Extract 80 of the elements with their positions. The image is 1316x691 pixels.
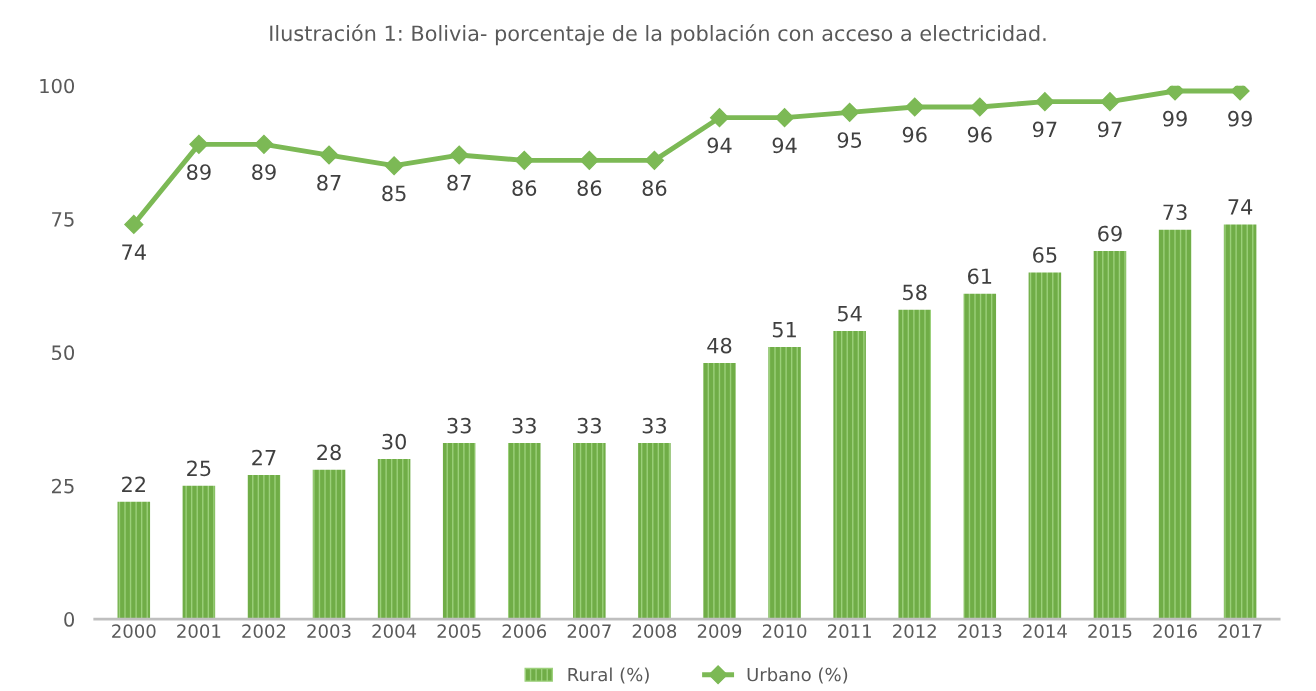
bar xyxy=(768,347,801,620)
x-tick-label: 2006 xyxy=(502,624,547,638)
bar xyxy=(1028,272,1062,620)
data-label: 25 xyxy=(187,460,211,477)
x-tick-label: 2008 xyxy=(632,624,677,638)
legend-label: Urbano (%) xyxy=(747,667,848,684)
x-tick-label: 2007 xyxy=(567,624,611,638)
y-tick-label: 75 xyxy=(52,212,74,227)
data-label: 99 xyxy=(1163,110,1187,127)
data-label: 95 xyxy=(837,132,862,148)
data-label: 28 xyxy=(317,444,341,461)
chart-title: Ilustración 1: Bolivia- porcentaje de la población con acceso a electricidad. xyxy=(270,24,1046,46)
x-tick-label: 2015 xyxy=(1088,624,1132,638)
bar xyxy=(1223,224,1257,620)
x-tick-label: 2003 xyxy=(307,624,351,638)
bar xyxy=(638,443,671,620)
legend-label: Rural (%) xyxy=(568,667,649,684)
bar xyxy=(703,363,736,620)
x-tick-label: 2002 xyxy=(242,624,286,638)
x-tick-label: 2000 xyxy=(112,624,156,638)
data-label: 89 xyxy=(187,164,211,180)
bar xyxy=(573,443,606,620)
x-tick-label: 2013 xyxy=(958,624,1002,638)
data-label: 86 xyxy=(512,180,537,196)
data-label: 96 xyxy=(967,126,992,143)
bar xyxy=(312,469,346,620)
data-label: 94 xyxy=(772,137,797,154)
bar xyxy=(442,443,476,620)
data-label: 74 xyxy=(1228,199,1253,215)
data-label: 85 xyxy=(382,185,406,202)
bar xyxy=(247,475,281,620)
data-label: 94 xyxy=(707,137,732,154)
data-label: 97 xyxy=(1098,121,1122,138)
data-label: 73 xyxy=(1163,204,1187,221)
data-label: 27 xyxy=(252,449,276,466)
data-label: 65 xyxy=(1033,247,1057,263)
bar xyxy=(1158,229,1192,620)
bar xyxy=(117,501,151,620)
x-tick-label: 2005 xyxy=(437,624,481,638)
data-label: 33 xyxy=(642,417,666,434)
data-label: 51 xyxy=(772,322,796,338)
bar xyxy=(833,331,866,620)
x-tick-label: 2004 xyxy=(372,624,417,638)
data-label: 48 xyxy=(707,337,732,354)
data-label: 58 xyxy=(903,284,927,301)
x-tick-label: 2011 xyxy=(827,624,871,638)
data-label: 99 xyxy=(1228,110,1252,127)
data-label: 22 xyxy=(122,476,145,492)
data-label: 54 xyxy=(838,305,862,322)
x-tick-label: 2012 xyxy=(893,624,936,638)
data-label: 86 xyxy=(577,180,602,196)
bar xyxy=(182,485,216,620)
data-label: 69 xyxy=(1098,225,1122,242)
data-label: 87 xyxy=(447,174,471,191)
data-label: 89 xyxy=(252,164,276,180)
x-tick-label: 2016 xyxy=(1153,624,1197,638)
bar xyxy=(377,459,411,620)
data-label: 96 xyxy=(902,126,927,143)
y-tick-label: 25 xyxy=(51,478,74,494)
y-tick-label: 100 xyxy=(40,78,75,94)
x-tick-label: 2010 xyxy=(762,624,807,638)
data-label: 33 xyxy=(447,417,471,434)
y-tick-label: 50 xyxy=(52,345,75,361)
data-label: 33 xyxy=(512,417,536,434)
data-label: 87 xyxy=(317,174,341,191)
x-tick-label: 2014 xyxy=(1023,624,1067,638)
y-tick-label: 0 xyxy=(64,612,75,627)
bar xyxy=(507,443,541,620)
data-label: 74 xyxy=(122,244,146,260)
data-label: 97 xyxy=(1032,121,1057,138)
data-label: 86 xyxy=(642,180,667,196)
x-tick-label: 2017 xyxy=(1218,624,1262,638)
x-tick-label: 2009 xyxy=(697,624,742,638)
x-tick-label: 2001 xyxy=(177,624,221,638)
bar xyxy=(963,293,997,620)
data-label: 30 xyxy=(382,433,406,450)
data-label: 33 xyxy=(577,417,601,434)
data-label: 61 xyxy=(968,268,992,285)
bar xyxy=(898,309,931,620)
bar xyxy=(1093,251,1127,620)
